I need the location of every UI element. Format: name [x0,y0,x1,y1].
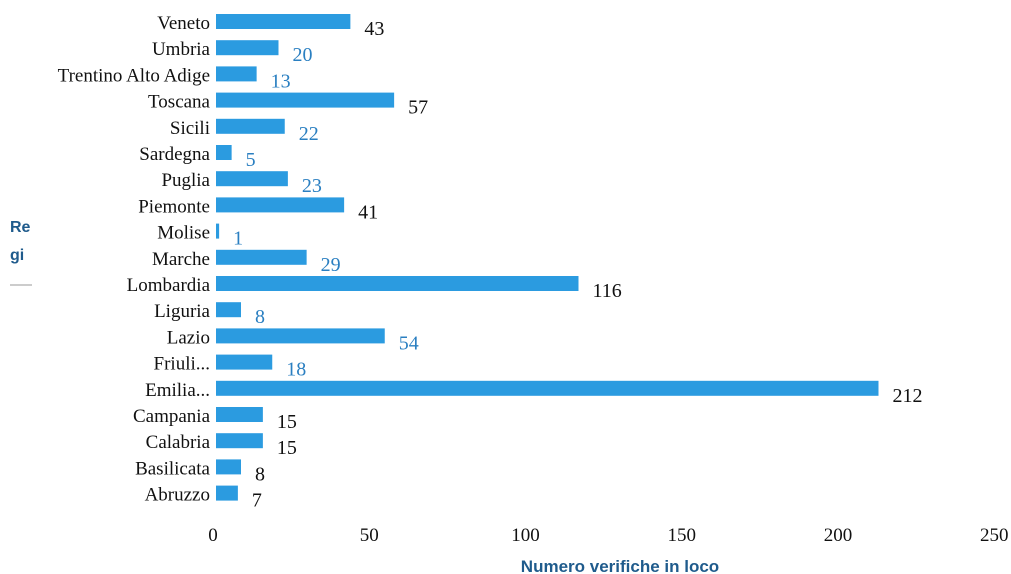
category-label-8: Molise [157,223,210,244]
value-label-6: 23 [302,175,322,197]
value-label-17: 8 [255,463,265,485]
value-label-4: 22 [299,123,319,145]
y-axis-title-part-1: Re [10,219,31,236]
bar-12 [216,328,385,344]
bar-4 [216,118,285,134]
x-tick-label-2: 100 [511,525,540,546]
value-label-3: 57 [408,97,428,119]
category-label-10: Lombardia [127,275,211,296]
value-label-8: 1 [233,228,243,250]
value-label-7: 41 [358,201,378,223]
category-label-9: Marche [152,249,210,270]
bar-1 [216,40,279,56]
value-label-11: 8 [255,306,265,328]
value-label-2: 13 [271,70,291,92]
category-label-11: Liguria [154,301,210,322]
category-labels: Veneto Umbria Trentino Alto Adige Toscana Si… [58,13,211,506]
bar-11 [216,302,241,318]
category-label-7: Piemonte [138,196,210,217]
value-label-1: 20 [293,44,313,66]
category-label-6: Puglia [161,170,210,191]
y-axis-title-part-2: gi [10,247,24,264]
category-label-5: Sardegna [139,144,210,165]
value-label-15: 15 [277,411,297,433]
x-tick-label-0: 0 [208,525,218,546]
category-label-13: Friuli... [154,354,210,375]
x-tick-labels: 0 50 100 150 200 250 [208,525,1008,546]
category-label-12: Lazio [167,327,210,348]
x-tick-label-3: 150 [668,525,697,546]
x-tick-label-4: 200 [824,525,853,546]
bars-group [216,14,879,501]
value-label-14: 212 [893,385,923,407]
category-label-1: Umbria [152,39,211,60]
value-label-12: 54 [399,332,419,354]
category-label-18: Abruzzo [145,485,210,506]
value-label-5: 5 [246,149,256,171]
value-label-0: 43 [364,18,384,40]
bar-7 [216,197,345,213]
category-label-2: Trentino Alto Adige [58,65,210,86]
category-label-14: Emilia... [145,380,210,401]
bar-15 [216,407,263,422]
bar-9 [216,249,307,265]
category-label-3: Toscana [148,92,211,113]
category-label-16: Calabria [146,432,211,453]
bar-5 [216,145,232,160]
bar-2 [216,66,257,82]
value-label-9: 29 [321,254,341,276]
bar-10 [216,276,579,291]
bar-6 [216,171,288,187]
bar-3 [216,92,395,108]
category-label-17: Basilicata [135,458,210,479]
category-label-15: Campania [133,406,211,427]
value-label-18: 7 [252,490,262,512]
category-label-4: Sicili [170,118,210,139]
bar-0 [216,14,351,29]
bar-16 [216,433,263,449]
bar-14 [216,380,879,396]
category-label-0: Veneto [157,13,210,34]
bar-17 [216,459,241,475]
x-tick-label-1: 50 [360,525,379,546]
value-label-10: 116 [593,280,622,302]
value-label-16: 15 [277,437,297,459]
x-axis-title: Numero verifiche in loco [521,557,719,574]
bar-13 [216,354,273,370]
bar-18 [216,485,238,501]
bar-8 [216,223,220,239]
x-tick-label-5: 250 [980,525,1009,546]
value-label-13: 18 [286,359,306,381]
